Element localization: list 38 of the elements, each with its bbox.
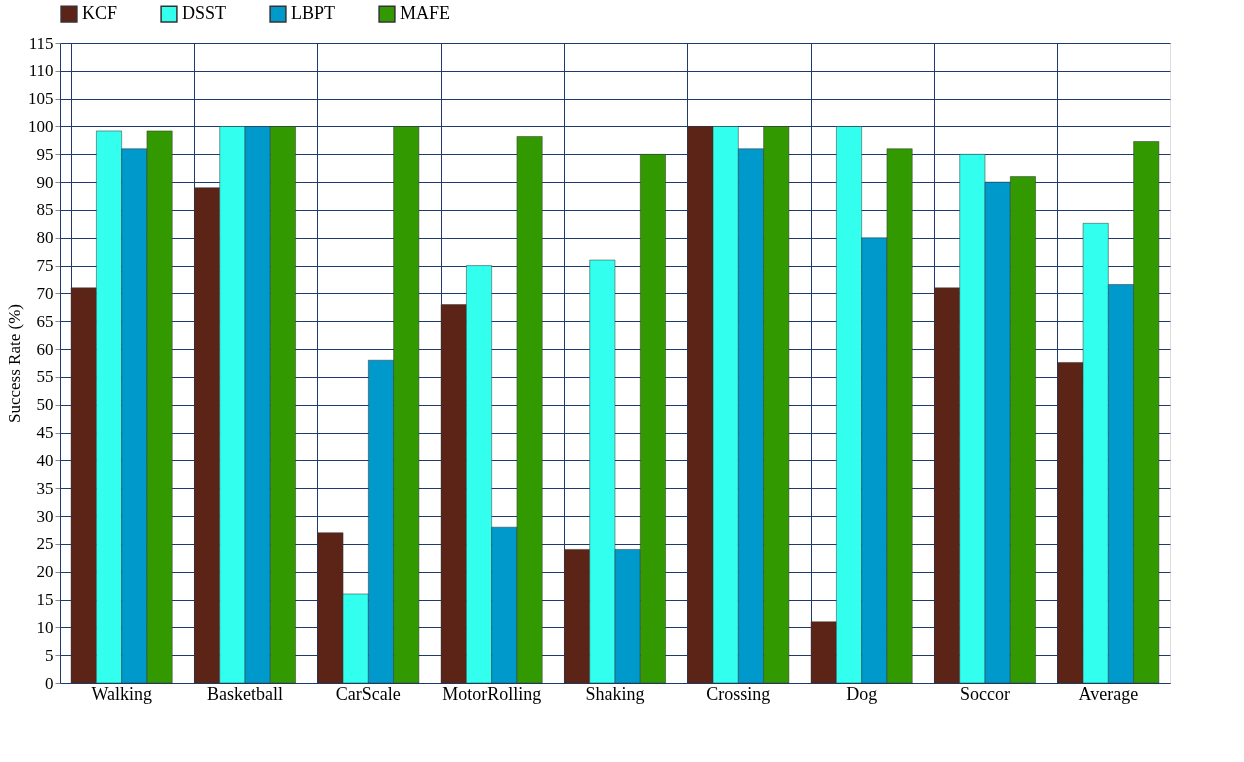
x-tick-label: CarScale — [335, 683, 401, 704]
y-tick-label: 40 — [36, 450, 54, 470]
x-tick-label: Shaking — [585, 683, 645, 704]
y-tick-label: 55 — [36, 367, 54, 387]
y-tick-label: 10 — [36, 617, 54, 637]
x-tick-label: MotorRolling — [442, 683, 542, 704]
y-tick-label: 25 — [36, 534, 54, 554]
y-tick-label: 50 — [36, 395, 54, 415]
x-tick-label: Dog — [846, 683, 878, 704]
x-tick-label: Crossing — [706, 683, 771, 704]
y-tick-label: 90 — [36, 172, 54, 192]
y-tick-label: 60 — [36, 339, 54, 359]
x-tick-label: Average — [1078, 683, 1139, 704]
x-tick-label: Soccor — [960, 683, 1010, 704]
legend-label: MAFE — [400, 3, 451, 24]
y-tick-label: 5 — [45, 645, 54, 665]
y-tick-label: 45 — [36, 423, 54, 443]
y-tick-label: 85 — [36, 200, 54, 220]
y-tick-label: 20 — [36, 562, 54, 582]
y-tick-label: 95 — [36, 144, 54, 164]
legend-label: LBPT — [291, 3, 336, 24]
x-tick-label: Basketball — [207, 683, 283, 704]
y-tick-label: 0 — [45, 673, 54, 693]
y-tick-label: 30 — [36, 506, 54, 526]
legend-label: KCF — [82, 3, 118, 24]
y-tick-label: 75 — [36, 256, 54, 276]
x-tick-label: Walking — [91, 683, 152, 704]
y-axis-title: Success Rate (%) — [5, 304, 24, 423]
y-tick-label: 65 — [36, 311, 54, 331]
y-tick-label: 100 — [28, 116, 54, 136]
legend-label: DSST — [182, 3, 227, 24]
y-tick-label: 110 — [28, 61, 54, 81]
y-tick-label: 35 — [36, 478, 54, 498]
y-tick-label: 115 — [28, 33, 54, 53]
y-tick-label: 15 — [36, 590, 54, 610]
y-tick-label: 80 — [36, 228, 54, 248]
y-tick-label: 70 — [36, 283, 54, 303]
y-tick-label: 105 — [28, 89, 54, 109]
